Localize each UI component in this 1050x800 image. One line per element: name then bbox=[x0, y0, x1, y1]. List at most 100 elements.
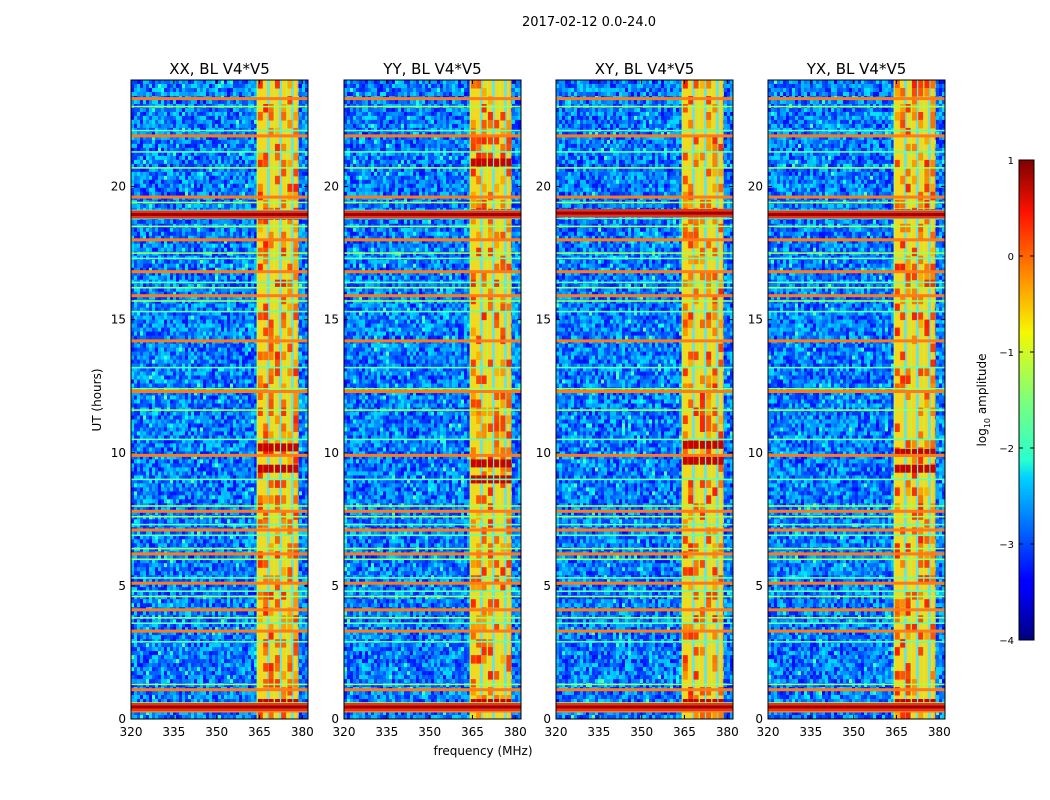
noise-cell bbox=[224, 395, 228, 401]
noise-cell bbox=[248, 311, 252, 317]
noise-cell bbox=[251, 227, 255, 233]
noise-cell bbox=[224, 311, 228, 317]
noise-cell bbox=[149, 303, 153, 309]
noise-cell bbox=[254, 135, 258, 141]
noise-cell bbox=[221, 108, 225, 113]
noise-cell bbox=[209, 183, 213, 189]
noise-cell bbox=[236, 92, 240, 97]
noise-cell bbox=[302, 263, 306, 269]
noise-cell bbox=[158, 343, 162, 349]
noise-cell bbox=[146, 327, 150, 333]
noise-cell bbox=[305, 203, 308, 209]
noise-cell bbox=[146, 251, 150, 257]
noise-cell bbox=[233, 331, 237, 337]
noise-cell bbox=[170, 151, 174, 157]
noise-cell bbox=[212, 115, 216, 121]
noise-cell bbox=[209, 327, 213, 333]
noise-cell bbox=[197, 395, 201, 401]
noise-cell bbox=[164, 335, 168, 341]
noise-cell bbox=[215, 88, 219, 93]
noise-cell bbox=[194, 100, 198, 105]
noise-cell bbox=[248, 131, 252, 137]
noise-cell bbox=[155, 383, 159, 389]
noise-cell bbox=[200, 263, 204, 269]
noise-cell bbox=[143, 363, 147, 369]
noise-cell bbox=[221, 231, 225, 237]
noise-cell bbox=[146, 155, 150, 161]
noise-cell bbox=[218, 84, 222, 89]
noise-cell bbox=[176, 227, 180, 233]
noise-cell bbox=[209, 251, 213, 257]
noise-cell bbox=[206, 295, 210, 301]
noise-cell bbox=[194, 179, 198, 185]
noise-cell bbox=[179, 363, 183, 369]
noise-cell bbox=[242, 367, 246, 373]
noise-cell bbox=[227, 108, 231, 113]
noise-cell bbox=[212, 175, 216, 181]
noise-cell bbox=[236, 100, 240, 105]
noise-cell bbox=[188, 131, 192, 137]
noise-cell bbox=[137, 171, 141, 177]
noise-cell bbox=[200, 251, 204, 257]
noise-cell bbox=[299, 100, 303, 105]
noise-cell bbox=[149, 295, 153, 301]
noise-cell bbox=[170, 415, 174, 421]
noise-cell bbox=[182, 80, 186, 85]
noise-cell bbox=[203, 323, 207, 329]
noise-cell bbox=[305, 100, 308, 105]
noise-cell bbox=[191, 163, 195, 169]
noise-cell bbox=[167, 263, 171, 269]
noise-cell bbox=[146, 295, 150, 301]
noise-cell bbox=[137, 291, 141, 297]
noise-cell bbox=[251, 411, 255, 417]
noise-cell bbox=[299, 359, 303, 365]
noise-cell bbox=[305, 367, 308, 373]
noise-cell bbox=[131, 179, 135, 185]
noise-cell bbox=[143, 119, 147, 125]
noise-cell bbox=[248, 371, 252, 377]
noise-cell bbox=[224, 335, 228, 341]
noise-cell bbox=[152, 92, 156, 97]
noise-cell bbox=[140, 143, 144, 149]
noise-cell bbox=[140, 179, 144, 185]
noise-cell bbox=[197, 259, 201, 265]
noise-cell bbox=[182, 251, 186, 257]
noise-cell bbox=[197, 415, 201, 421]
noise-cell bbox=[227, 163, 231, 169]
noise-cell bbox=[140, 351, 144, 357]
noise-cell bbox=[254, 155, 258, 161]
noise-cell bbox=[245, 411, 249, 417]
noise-cell bbox=[221, 135, 225, 141]
noise-cell bbox=[173, 175, 177, 181]
noise-cell bbox=[221, 100, 225, 105]
noise-cell bbox=[140, 259, 144, 265]
noise-cell bbox=[152, 100, 156, 105]
noise-cell bbox=[239, 227, 243, 233]
noise-cell bbox=[206, 115, 210, 121]
noise-cell bbox=[305, 147, 308, 153]
noise-cell bbox=[185, 347, 189, 353]
noise-cell bbox=[161, 123, 165, 129]
noise-cell bbox=[191, 347, 195, 353]
noise-cell bbox=[137, 395, 141, 401]
noise-cell bbox=[242, 179, 246, 185]
noise-cell bbox=[197, 135, 201, 141]
noise-cell bbox=[191, 88, 195, 93]
noise-cell bbox=[224, 179, 228, 185]
noise-cell bbox=[254, 263, 258, 269]
noise-cell bbox=[209, 247, 213, 253]
noise-cell bbox=[224, 375, 228, 381]
noise-cell bbox=[242, 363, 246, 369]
noise-cell bbox=[221, 151, 225, 157]
noise-cell bbox=[176, 143, 180, 149]
noise-cell bbox=[197, 187, 201, 193]
noise-cell bbox=[191, 239, 195, 245]
noise-cell bbox=[212, 391, 216, 397]
noise-cell bbox=[227, 92, 231, 97]
noise-cell bbox=[215, 84, 219, 89]
noise-cell bbox=[143, 187, 147, 193]
noise-cell bbox=[248, 151, 252, 157]
noise-cell bbox=[248, 271, 252, 277]
noise-cell bbox=[203, 271, 207, 277]
noise-cell bbox=[179, 399, 183, 405]
